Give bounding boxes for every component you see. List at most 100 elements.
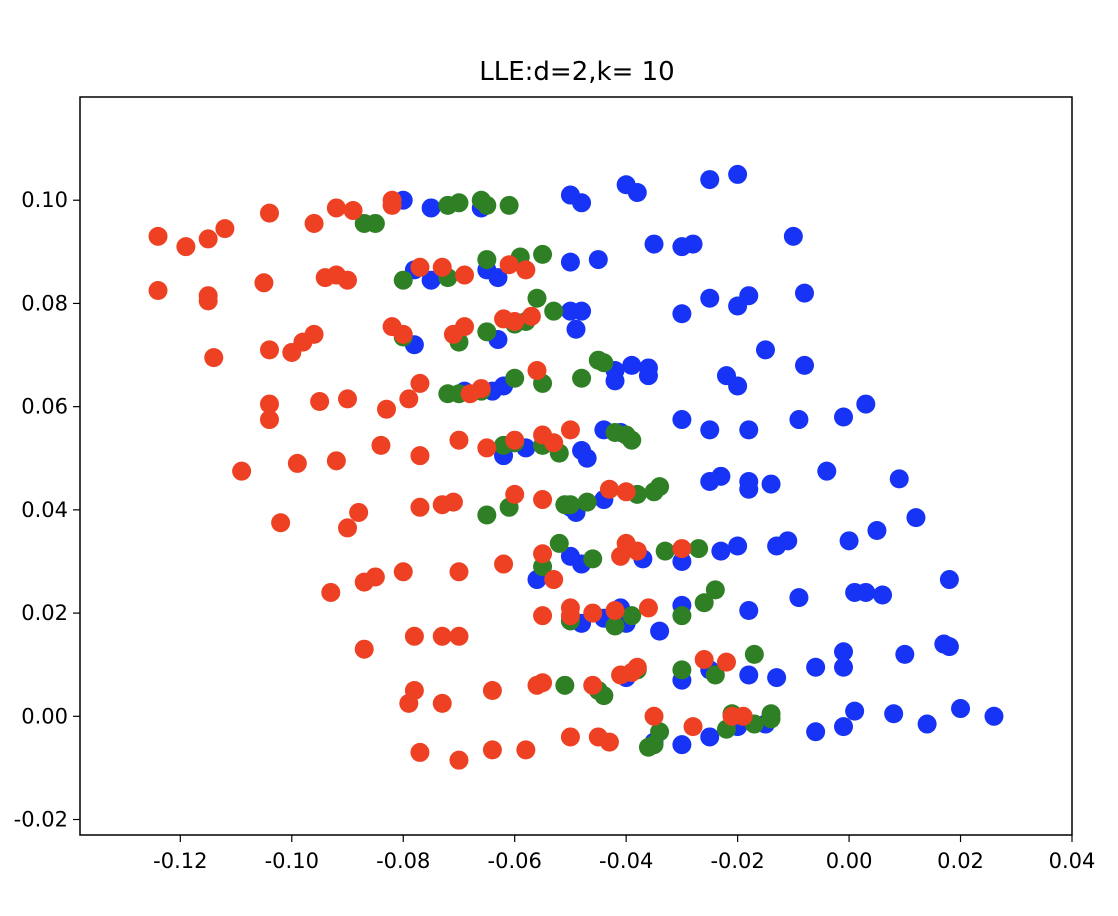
scatter-point-series-3 [354, 639, 374, 659]
scatter-point-series-1 [739, 601, 759, 621]
y-tick-label: 0.04 [21, 498, 68, 522]
scatter-point-series-3 [521, 306, 541, 326]
scatter-point-series-1 [917, 714, 937, 734]
scatter-point-series-2 [393, 270, 413, 290]
scatter-point-series-2 [477, 505, 497, 525]
scatter-point-series-2 [527, 288, 547, 308]
scatter-point-series-2 [477, 322, 497, 342]
scatter-point-series-3 [198, 229, 218, 249]
scatter-point-series-3 [505, 430, 525, 450]
scatter-point-series-1 [566, 319, 586, 339]
scatter-point-series-1 [672, 237, 692, 257]
scatter-point-series-1 [889, 469, 909, 489]
scatter-point-series-3 [683, 717, 703, 737]
scatter-point-series-3 [694, 650, 714, 670]
scatter-point-series-3 [560, 606, 580, 626]
scatter-point-series-3 [287, 453, 307, 473]
scatter-point-series-1 [672, 410, 692, 430]
scatter-point-series-2 [438, 384, 458, 404]
scatter-point-series-2 [672, 660, 692, 680]
scatter-point-series-3 [605, 601, 625, 621]
scatter-point-series-3 [198, 291, 218, 311]
scatter-point-series-1 [783, 226, 803, 246]
scatter-point-series-3 [672, 539, 692, 559]
scatter-point-series-3 [527, 361, 547, 381]
scatter-point-series-1 [755, 340, 775, 360]
scatter-point-series-3 [399, 389, 419, 409]
scatter-point-series-2 [354, 213, 374, 233]
scatter-point-series-1 [895, 644, 915, 664]
y-tick-label: 0.06 [21, 395, 68, 419]
scatter-point-series-3 [321, 582, 341, 602]
scatter-point-series-1 [767, 536, 787, 556]
scatter-point-series-3 [204, 348, 224, 368]
scatter-point-series-3 [393, 324, 413, 344]
scatter-point-series-1 [572, 301, 592, 321]
scatter-point-series-3 [494, 554, 514, 574]
y-tick-label: 0.10 [21, 188, 68, 212]
scatter-point-series-1 [794, 283, 814, 303]
scatter-point-series-1 [572, 193, 592, 213]
scatter-point-series-1 [794, 355, 814, 375]
scatter-point-series-2 [655, 541, 675, 561]
scatter-point-series-3 [627, 657, 647, 677]
scatter-point-series-1 [834, 407, 854, 427]
scatter-point-series-3 [343, 201, 363, 221]
x-tick-label: 0.00 [826, 849, 873, 873]
scatter-point-series-1 [806, 722, 826, 742]
scatter-point-series-3 [410, 742, 430, 762]
x-tick-label: 0.02 [937, 849, 984, 873]
scatter-point-series-3 [482, 680, 502, 700]
scatter-point-series-3 [560, 420, 580, 440]
scatter-point-series-3 [410, 446, 430, 466]
scatter-point-series-1 [834, 657, 854, 677]
y-axis-ticks: -0.02 0.00 0.02 0.04 0.06 0.08 0.10 [14, 188, 80, 832]
scatter-point-series-1 [834, 642, 854, 662]
y-tick-label: -0.02 [14, 808, 68, 832]
scatter-point-series-2 [761, 709, 781, 729]
scatter-point-series-3 [449, 430, 469, 450]
x-tick-label: -0.06 [488, 849, 542, 873]
scatter-point-series-1 [650, 621, 670, 641]
scatter-point-series-3 [399, 693, 419, 713]
scatter-point-series-2 [438, 195, 458, 215]
scatter-point-series-1 [856, 582, 876, 602]
scatter-point-series-1 [789, 588, 809, 608]
scatter-point-series-3 [544, 433, 564, 453]
y-tick-label: 0.08 [21, 291, 68, 315]
scatter-point-series-3 [443, 492, 463, 512]
scatter-point-series-3 [259, 340, 279, 360]
scatter-point-series-1 [700, 420, 720, 440]
scatter-point-series-1 [939, 637, 959, 657]
scatter-point-series-3 [148, 226, 168, 246]
scatter-point-series-1 [984, 706, 1004, 726]
scatter-point-series-3 [259, 394, 279, 414]
scatter-point-series-2 [605, 616, 625, 636]
scatter-point-series-2 [505, 368, 525, 388]
scatter-point-series-1 [739, 665, 759, 685]
scatter-point-series-1 [873, 585, 893, 605]
scatter-point-series-3 [455, 317, 475, 337]
scatter-point-series-3 [716, 652, 736, 672]
scatter-point-series-1 [605, 371, 625, 391]
scatter-point-series-3 [271, 513, 291, 533]
scatter-point-series-1 [884, 704, 904, 724]
scatter-point-series-1 [739, 420, 759, 440]
scatter-point-series-3 [449, 626, 469, 646]
y-tick-label: 0.02 [21, 601, 68, 625]
scatter-point-series-1 [560, 252, 580, 272]
x-tick-label: -0.12 [153, 849, 207, 873]
scatter-point-series-3 [455, 265, 475, 285]
scatter-point-series-2 [555, 675, 575, 695]
scatter-point-series-1 [700, 170, 720, 190]
scatter-point-series-1 [728, 376, 748, 396]
scatter-point-series-3 [410, 373, 430, 393]
scatter-point-series-3 [516, 740, 536, 760]
scatter-point-series-2 [694, 593, 714, 613]
scatter-point-series-3 [527, 675, 547, 695]
scatter-point-series-2 [705, 665, 725, 685]
scatter-point-series-1 [421, 198, 441, 218]
scatter-point-series-2 [622, 606, 642, 626]
scatter-point-series-3 [338, 518, 358, 538]
